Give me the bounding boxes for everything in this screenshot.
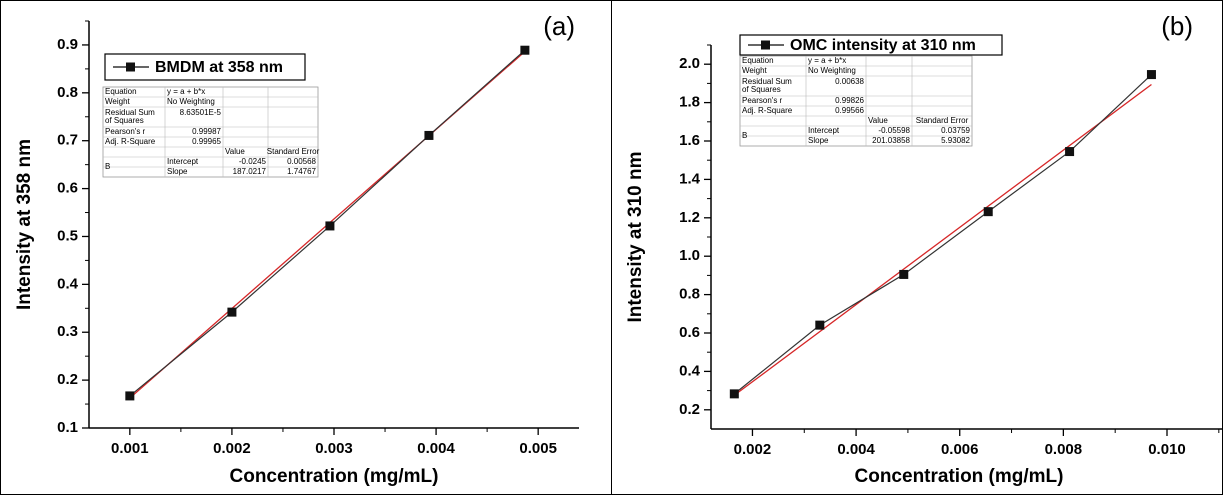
chart-b-table-value-header: Value [868, 116, 888, 125]
chart-b-y-tick-label: 1.0 [679, 247, 700, 264]
chart-a-table-slope-label: Slope [167, 167, 188, 176]
chart-b-y-axis-title: Intensity at 310 nm [625, 151, 646, 322]
chart-b-x-tick-label: 0.004 [837, 441, 875, 458]
chart-a-table-value-header: Value [225, 147, 245, 156]
chart-a-table-intercept-label: Intercept [167, 157, 199, 166]
chart-b-table-equation-value: y = a + b*x [808, 56, 846, 65]
chart-b-legend-label: OMC intensity at 310 nm [790, 37, 976, 54]
chart-b-y-tick-label: 0.8 [679, 286, 700, 303]
chart-b-x-tick-label: 0.002 [734, 441, 772, 458]
chart-a-data-point [227, 307, 237, 317]
chart-a-y-tick-label: 0.7 [57, 132, 78, 149]
chart-a-table-rss-label: Residual Sum [105, 108, 155, 117]
chart-b-table-rss-label: of Squares [742, 85, 781, 94]
chart-a-table-slope-value: 187.0217 [233, 167, 267, 176]
chart-b-y-tick-label: 1.2 [679, 209, 700, 226]
chart-a-table-se-header: Standard Error [267, 147, 320, 156]
chart-b-table-weight-label: Weight [742, 66, 768, 75]
chart-a-y-tick-label: 0.3 [57, 323, 78, 340]
chart-a-y-tick-label: 0.1 [57, 419, 78, 436]
chart-b-table-pearson-label: Pearson's r [742, 96, 783, 105]
chart-b-table-adjr2-value: 0.99566 [835, 106, 864, 115]
chart-a-data-point [125, 391, 135, 401]
chart-b-table-param-group: B [742, 131, 747, 140]
chart-b-series-line [733, 74, 1152, 395]
chart-b-table-rss-label: Residual Sum [742, 77, 792, 86]
chart-b-data-point [899, 269, 909, 279]
chart-a-table-slope-se: 1.74767 [287, 167, 316, 176]
chart-b-table-slope-label: Slope [808, 136, 829, 145]
chart-a-legend-label: BMDM at 358 nm [155, 59, 283, 76]
chart-b-table-weight-value: No Weighting [808, 66, 856, 75]
chart-b-y-tick-label: 1.6 [679, 132, 700, 149]
chart-a-data-point [325, 221, 335, 231]
chart-b-x-tick-label: 0.008 [1045, 441, 1083, 458]
chart-b-table-adjr2-label: Adj. R-Square [742, 106, 793, 115]
chart-b-data-point [983, 207, 993, 217]
chart-b-x-tick-label: 0.006 [941, 441, 979, 458]
chart-b-table-rss-value: 0.00638 [835, 77, 864, 86]
chart-b-y-tick-label: 1.4 [679, 170, 701, 187]
chart-a-table-equation-value: y = a + b*x [167, 87, 205, 96]
chart-a-x-tick-label: 0.002 [213, 440, 251, 457]
chart-b-legend-marker [761, 40, 770, 50]
chart-a-table-pearson-value: 0.99987 [192, 127, 221, 136]
chart-a-y-tick-label: 0.9 [57, 36, 78, 53]
chart-b-y-tick-label: 1.8 [679, 94, 700, 111]
chart-b-table-se-header: Standard Error [916, 116, 969, 125]
chart-a-fit-table [102, 86, 319, 178]
chart-b-table-slope-value: 201.03858 [872, 136, 910, 145]
chart-a-y-tick-label: 0.5 [57, 227, 78, 244]
chart-b-table-intercept-se: 0.03759 [941, 126, 970, 135]
chart-b-table-intercept-label: Intercept [808, 126, 840, 135]
chart-b-y-tick-label: 0.4 [679, 362, 701, 379]
chart-a-panel-label: (a) [543, 11, 575, 41]
chart-a-table-rss-label: of Squares [105, 116, 144, 125]
chart-a-x-tick-label: 0.003 [315, 440, 353, 457]
chart-b-x-tick-label: 0.010 [1148, 441, 1186, 458]
chart-b-table-intercept-value: -0.05598 [878, 126, 910, 135]
chart-a-table-weight-value: No Weighting [167, 97, 215, 106]
chart-b-fit-line [733, 84, 1152, 396]
chart-a-x-tick-label: 0.005 [519, 440, 557, 457]
chart-a-table-adjr2-value: 0.99965 [192, 137, 221, 146]
chart-b-fit-table [739, 55, 973, 147]
chart-a-data-point [520, 45, 530, 55]
chart-panel-b: 0.002 0.004 0.006 0.008 0.010 0.2 0.4 0.6 0.8 1.0… [611, 0, 1223, 495]
chart-a-y-tick-label: 0.8 [57, 84, 78, 101]
chart-b-table-equation-label: Equation [742, 56, 774, 65]
chart-b-data-point [815, 320, 825, 330]
chart-a-x-tick-label: 0.004 [417, 440, 455, 457]
chart-a-legend-marker [126, 62, 135, 72]
chart-b-table-pearson-value: 0.99826 [835, 96, 864, 105]
chart-a-table-weight-label: Weight [105, 97, 131, 106]
chart-b-y-tick-label: 0.2 [679, 401, 700, 418]
chart-b-panel-label: (b) [1161, 11, 1193, 41]
chart-a-table-param-group: B [105, 162, 110, 171]
chart-b-table-slope-se: 5.93082 [941, 136, 970, 145]
chart-b-data-point [1146, 70, 1156, 80]
chart-b-data-point [1065, 147, 1075, 157]
chart-a-x-axis-title: Concentration (mg/mL) [230, 466, 439, 487]
chart-b-x-axis-title: Concentration (mg/mL) [855, 466, 1064, 487]
chart-a-svg: 0.001 0.002 0.003 0.004 0.005 0.1 0.2 0.3 0.4 0.5… [14, 11, 579, 487]
chart-b-data-point [729, 389, 739, 399]
chart-a-y-tick-label: 0.6 [57, 180, 78, 197]
chart-a-y-tick-label: 0.4 [57, 275, 79, 292]
chart-b-svg: 0.002 0.004 0.006 0.008 0.010 0.2 0.4 0.6 0.8 1.0… [625, 11, 1222, 487]
chart-b-y-tick-label: 2.0 [679, 55, 700, 72]
chart-a-table-equation-label: Equation [105, 87, 137, 96]
chart-a-data-point [424, 130, 434, 140]
chart-b-legend-box [739, 34, 1003, 56]
chart-a-table-intercept-se: 0.00568 [287, 157, 316, 166]
chart-a-x-tick-label: 0.001 [111, 440, 149, 457]
chart-a-table-pearson-label: Pearson's r [105, 127, 146, 136]
chart-a-table-adjr2-label: Adj. R-Square [105, 137, 156, 146]
chart-a-table-intercept-value: -0.0245 [239, 157, 267, 166]
chart-a-y-axis-title: Intensity at 358 nm [14, 139, 35, 310]
chart-b-y-tick-label: 0.6 [679, 324, 700, 341]
chart-panel-a: 0.001 0.002 0.003 0.004 0.005 0.1 0.2 0.3 0.4 0.5… [0, 0, 612, 495]
chart-a-table-rss-value: 8.63501E-5 [180, 108, 222, 117]
chart-a-y-tick-label: 0.2 [57, 371, 78, 388]
